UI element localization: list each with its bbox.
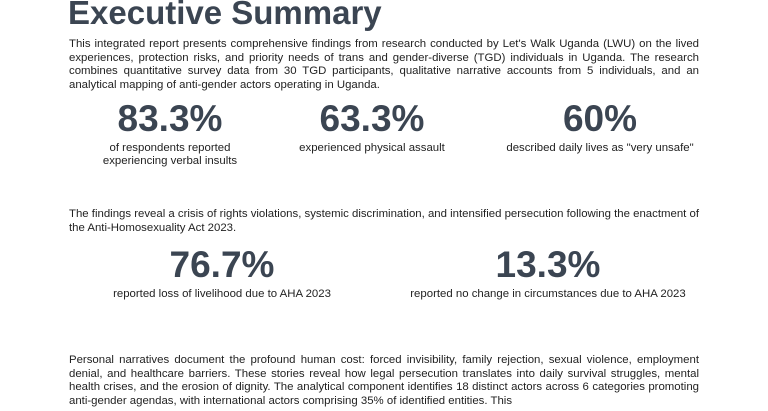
stat-label: described daily lives as "very unsafe" [506, 142, 694, 154]
narratives-paragraph: Personal narratives document the profoun… [69, 354, 699, 407]
stat-label: reported no change in circumstances due … [410, 288, 686, 300]
stat: 63.3% experienced physical assault [272, 99, 472, 155]
stat: 60% described daily lives as "very unsaf… [480, 99, 720, 155]
stat: 13.3% reported no change in circumstance… [388, 245, 708, 301]
stat-value: 63.3% [319, 98, 425, 139]
stat-label: experienced physical assault [299, 142, 445, 154]
stat-label: of respondents reported experiencing ver… [102, 142, 238, 168]
stat: 83.3% of respondents reported experienci… [70, 99, 270, 169]
stat-value: 76.7% [169, 244, 275, 285]
stat-value: 83.3% [117, 98, 223, 139]
stat-label: reported loss of livelihood due to AHA 2… [113, 288, 331, 300]
title: Executive Summary [68, 0, 382, 31]
stat-value: 60% [562, 98, 638, 139]
stat: 76.7% reported loss of livelihood due to… [92, 245, 352, 301]
findings-paragraph: The findings reveal a crisis of rights v… [69, 208, 699, 234]
stat-value: 13.3% [495, 244, 601, 285]
intro-paragraph: This integrated report presents comprehe… [69, 38, 699, 91]
